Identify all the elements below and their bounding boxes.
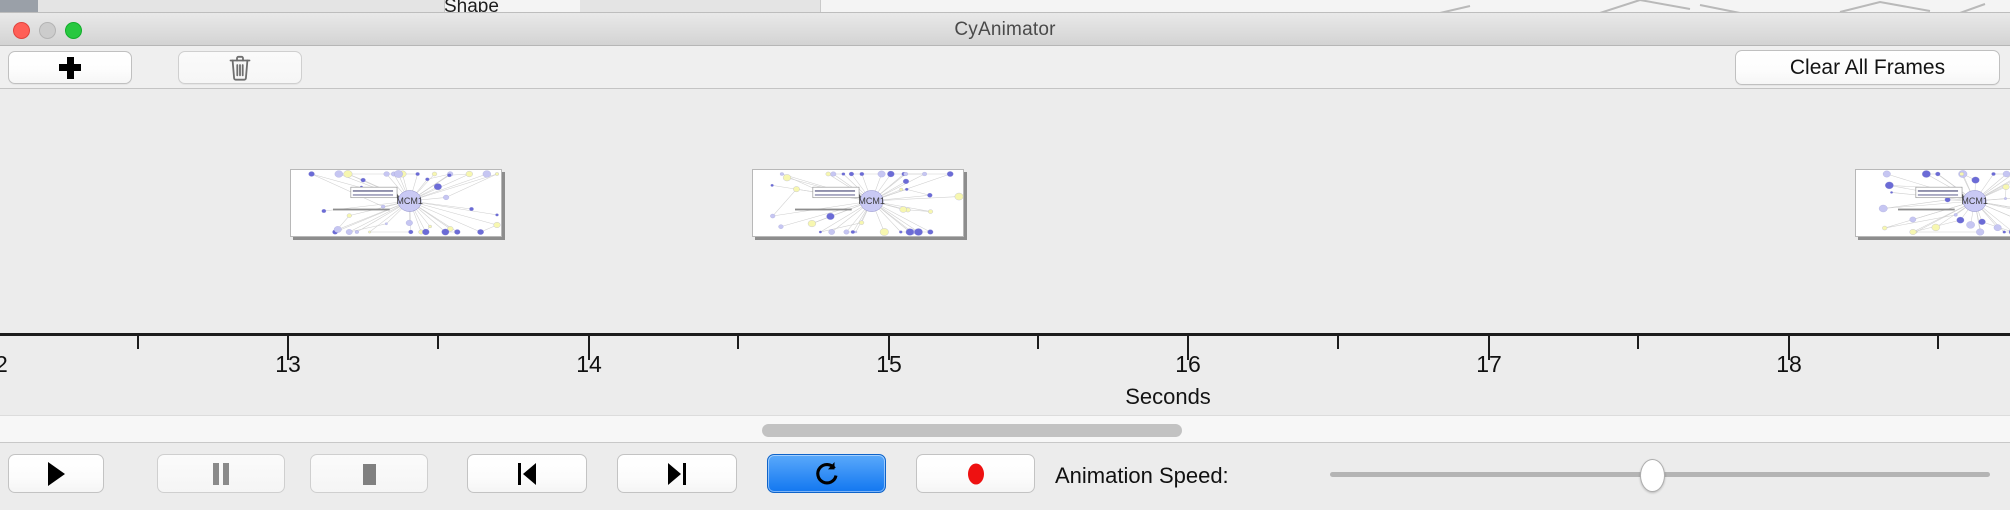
hub-node-label: MCM1 (396, 196, 423, 206)
axis-tick (737, 336, 739, 349)
axis-tick (588, 336, 590, 360)
axis-tick (1187, 336, 1189, 360)
background-network-lines (1439, 0, 1986, 13)
skip-forward-icon (668, 462, 686, 485)
axis-tick-label: 12 (0, 351, 8, 377)
axis-tick (1637, 336, 1639, 349)
loop-button[interactable] (767, 454, 886, 493)
zoom-button[interactable] (65, 22, 82, 39)
record-icon (967, 463, 984, 484)
pause-icon (213, 462, 229, 485)
trash-icon (229, 55, 251, 81)
timeline-panel[interactable]: 12 13 14 15 16 17 18 Seconds MCM1 MCM1 MCM1 (0, 89, 2010, 415)
play-icon (48, 461, 65, 486)
timeline-canvas[interactable]: 12 13 14 15 16 17 18 Seconds MCM1 MCM1 MCM1 (0, 89, 2010, 415)
loop-icon (815, 461, 838, 484)
play-button[interactable] (8, 454, 104, 493)
axis-tick (287, 336, 289, 360)
frame-thumbnail-2[interactable]: MCM1 (752, 169, 964, 237)
axis-title: Seconds (1125, 384, 1211, 409)
record-button[interactable] (916, 454, 1035, 493)
plus-icon (59, 56, 81, 79)
axis-tick-label: 18 (1776, 351, 1802, 377)
stop-button[interactable] (310, 454, 428, 493)
pause-button[interactable] (157, 454, 285, 493)
animation-speed-label: Animation Speed: (1055, 463, 1229, 488)
stop-icon (363, 463, 376, 485)
timeline-scrollbar-thumb[interactable] (762, 424, 1182, 437)
network-view: MCM1 (308, 170, 501, 236)
axis-tick (1037, 336, 1039, 349)
hub-node-label: MCM1 (1961, 196, 1988, 206)
axis-tick-label: 14 (576, 351, 602, 377)
skip-back-icon (518, 462, 536, 485)
axis-tick-label: 17 (1476, 351, 1502, 377)
background-app-label: Shape (444, 0, 499, 13)
skip-to-start-button[interactable] (467, 454, 587, 493)
slider-thumb[interactable] (1640, 459, 1665, 492)
axis-tick (1337, 336, 1339, 349)
clear-all-frames-button[interactable]: Clear All Frames (1735, 50, 2000, 85)
frame-toolbar: Clear All Frames (0, 46, 2010, 89)
playback-controls: Animation Speed: (0, 443, 2010, 510)
title-bar[interactable]: CyAnimator (0, 13, 2010, 46)
hub-node-label: MCM1 (858, 196, 885, 206)
axis-tick-label: 16 (1175, 351, 1201, 377)
axis-tick-label: 15 (876, 351, 902, 377)
axis-tick (1937, 336, 1939, 349)
traffic-light-group (13, 22, 82, 39)
timeline-scrollbar[interactable] (0, 415, 2010, 443)
axis-tick (1488, 336, 1490, 360)
background-app-strip: Shape (0, 0, 2010, 13)
minimize-button[interactable] (39, 22, 56, 39)
frame-thumbnail-3[interactable]: MCM1 (1855, 169, 2010, 237)
axis-tick (137, 336, 139, 349)
animation-speed-slider[interactable] (1330, 459, 1990, 492)
skip-to-end-button[interactable] (617, 454, 737, 493)
close-button[interactable] (13, 22, 30, 39)
window-title: CyAnimator (954, 19, 1056, 40)
frame-thumbnail-1[interactable]: MCM1 (290, 169, 502, 237)
add-frame-button[interactable] (8, 51, 132, 84)
axis-tick (437, 336, 439, 349)
timeline-axis-line (0, 333, 2010, 336)
axis-tick-label: 13 (275, 351, 301, 377)
axis-tick (888, 336, 890, 360)
network-view: MCM1 (1878, 170, 2010, 236)
axis-tick (1788, 336, 1790, 360)
delete-frame-button[interactable] (178, 51, 302, 84)
network-view: MCM1 (770, 170, 963, 236)
